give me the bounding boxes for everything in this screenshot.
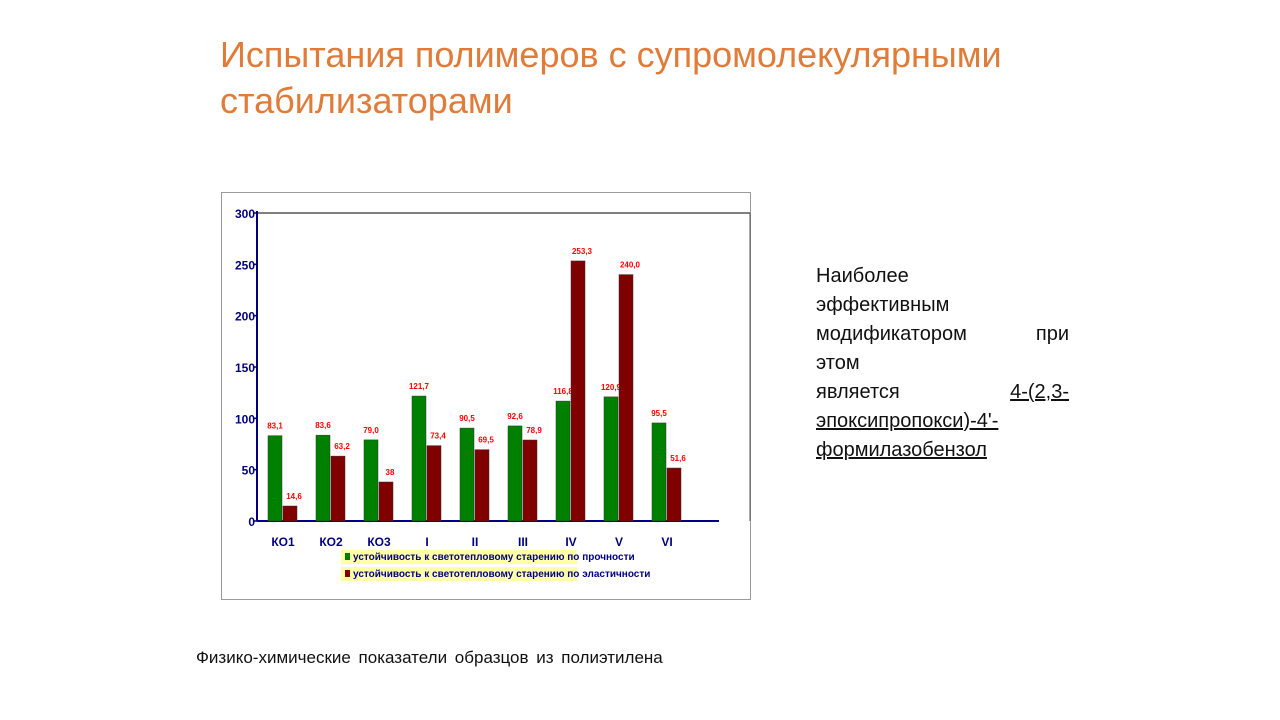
- legend-highlight: [341, 567, 577, 581]
- slide-title: Испытания полимеров с супромолекулярными…: [220, 34, 1002, 121]
- conclusion-text: Наиболее эффективным модификатором при э…: [816, 262, 1069, 465]
- bar-strength: [507, 425, 523, 522]
- data-label: 121,7: [409, 382, 430, 391]
- conclusion-line-7: формилазобензол: [816, 436, 1069, 465]
- bar-strength: [459, 427, 475, 522]
- legend-highlight: [341, 550, 577, 564]
- bar-strength: [603, 396, 619, 522]
- y-tick-label: 300: [235, 207, 255, 221]
- legend-swatch: [345, 570, 350, 577]
- conclusion-line-2: эффективным: [816, 294, 950, 316]
- data-label: 90,5: [459, 414, 475, 423]
- data-label: 253,3: [572, 247, 593, 256]
- bar-elasticity: [522, 439, 538, 522]
- legend-label: устойчивость к светотепловому старению п…: [353, 569, 650, 580]
- data-label: 240,0: [620, 261, 641, 270]
- data-label: 78,9: [526, 426, 542, 435]
- bar-elasticity: [618, 274, 634, 522]
- data-label: 63,2: [334, 442, 350, 451]
- y-tick-label: 50: [242, 464, 256, 478]
- data-label: 95,5: [651, 409, 667, 418]
- legend-label: устойчивость к светотепловому старению п…: [353, 552, 635, 563]
- bar-strength: [267, 435, 283, 522]
- conclusion-line-5-prefix: является: [816, 381, 900, 403]
- y-tick-label: 200: [235, 310, 255, 324]
- data-label: 69,5: [478, 436, 494, 445]
- data-label: 92,6: [507, 412, 523, 421]
- compound-name-part-2: эпоксипропокси)-4'-: [816, 410, 999, 432]
- bar-strength: [411, 395, 427, 522]
- bar-elasticity: [570, 260, 586, 522]
- bar-elasticity: [426, 445, 442, 522]
- conclusion-line-1: Наиболее: [816, 265, 909, 287]
- x-tick-label: III: [518, 535, 528, 549]
- x-tick-label: IV: [565, 535, 576, 549]
- y-tick-label: 250: [235, 258, 255, 272]
- compound-name-part-1: 4-(2,3-: [1010, 381, 1069, 403]
- bar-strength: [555, 400, 571, 522]
- conclusion-line-4: этом: [816, 352, 860, 374]
- x-tick-label: I: [425, 535, 428, 549]
- x-tick-label: КО2: [319, 535, 343, 549]
- compound-name-part-3: формилазобензол: [816, 439, 987, 461]
- x-tick-label: V: [615, 535, 623, 549]
- bar-elasticity: [330, 455, 346, 522]
- legend-swatch: [345, 553, 350, 560]
- chart-frame: [221, 192, 751, 600]
- bar-elasticity: [666, 467, 682, 522]
- bar-elasticity: [378, 481, 394, 522]
- data-label: 83,1: [267, 422, 283, 431]
- bar-elasticity: [474, 449, 490, 522]
- data-label: 83,6: [315, 421, 331, 430]
- y-tick-label: 100: [235, 412, 255, 426]
- x-tick-label: КО1: [271, 535, 295, 549]
- bar-chart: 0 50 100 150 200 250 300 КО1 83,1 14,6 КО2 83,6 63,2…: [235, 207, 751, 581]
- bar-strength: [651, 422, 667, 522]
- data-label: 116,8: [553, 387, 573, 396]
- x-tick-label: КО3: [367, 535, 391, 549]
- conclusion-line-3: модификатором при: [816, 323, 1069, 345]
- y-tick-label: 150: [235, 361, 255, 375]
- bar-elasticity: [282, 505, 298, 522]
- x-tick-label: VI: [661, 535, 672, 549]
- x-tick-label: II: [472, 535, 479, 549]
- data-label: 38: [386, 468, 395, 477]
- conclusion-line-5: является 4-(2,3-: [816, 378, 1069, 407]
- data-label: 79,0: [363, 426, 379, 435]
- y-tick-label: 0: [248, 515, 255, 529]
- data-label: 14,6: [286, 492, 302, 501]
- data-label: 51,6: [670, 454, 686, 463]
- bar-strength: [315, 434, 331, 522]
- data-label: 73,4: [430, 432, 446, 441]
- conclusion-line-6: эпоксипропокси)-4'-: [816, 407, 1069, 436]
- figure-caption: Физико-химические показатели образцов из…: [196, 648, 663, 667]
- bar-strength: [363, 439, 379, 522]
- data-label: 120,9: [601, 383, 622, 392]
